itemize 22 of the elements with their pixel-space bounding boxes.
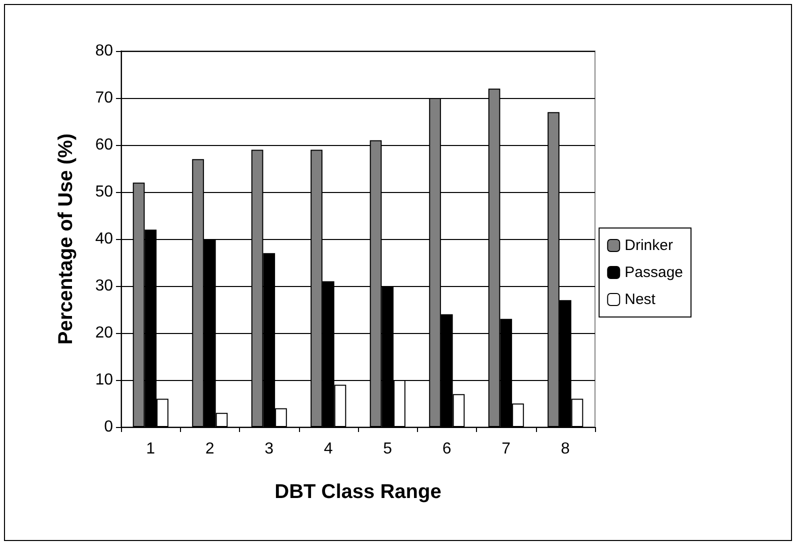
y-axis-title: Percentage of Use (%): [55, 133, 77, 345]
y-tick-label: 30: [95, 278, 114, 294]
y-tick-label: 60: [95, 136, 114, 154]
y-tick-label: 50: [95, 184, 114, 200]
y-tick-label: 70: [95, 90, 114, 106]
x-tick-label: 8: [560, 440, 570, 458]
x-tick-label: 5: [383, 440, 392, 458]
x-tick-label: 6: [442, 440, 452, 458]
y-tick-label: 20: [95, 324, 114, 342]
legend-label: Nest: [624, 291, 656, 308]
x-tick-label: 3: [264, 440, 274, 458]
x-axis-title: DBT Class Range: [274, 481, 442, 503]
y-tick-label: 10: [95, 372, 114, 388]
y-tick-label: 0: [104, 418, 114, 436]
legend-label: Drinker: [624, 237, 673, 254]
x-tick-label: 4: [324, 440, 333, 458]
y-tick-label: 40: [95, 230, 114, 248]
x-tick-label: 2: [205, 440, 214, 458]
y-tick-label: 80: [95, 42, 114, 60]
legend-label: Passage: [624, 264, 683, 281]
x-tick-label: 1: [146, 440, 156, 458]
x-tick-label: 7: [502, 440, 511, 458]
